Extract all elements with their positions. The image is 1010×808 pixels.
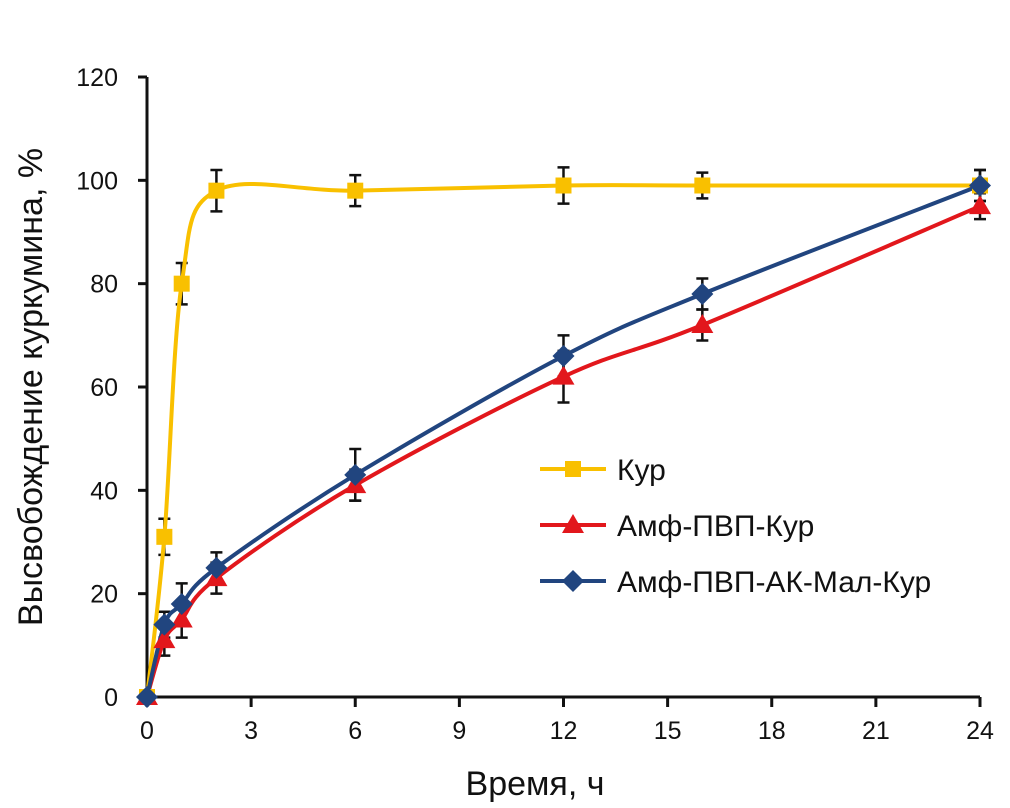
data-point (344, 463, 367, 486)
x-tick-label: 15 (654, 717, 682, 745)
series-line (145, 183, 981, 698)
axes: 0 20 40 60 80 100 120 0 3 6 9 12 15 18 21 24 (76, 64, 994, 745)
data-point (153, 613, 176, 636)
data-point (969, 174, 991, 197)
data-point (153, 629, 176, 649)
series-lines (145, 181, 981, 698)
legend-marker (565, 461, 581, 477)
series-markers (136, 174, 991, 708)
legend-marker (562, 514, 584, 533)
y-axis-title: Высвобождение куркумина, % (12, 148, 50, 626)
x-tick-label: 24 (966, 717, 994, 745)
data-point (170, 608, 193, 628)
y-tick-label: 60 (90, 374, 118, 402)
data-point (552, 345, 575, 367)
legend: Кур Амф-ПВП-Кур Амф-ПВП-АК-Мал-Кур (540, 454, 931, 599)
y-tick-label: 20 (90, 581, 118, 609)
y-tick-label: 100 (76, 167, 118, 195)
data-point (347, 182, 364, 199)
data-point (969, 195, 991, 215)
y-tick-label: 0 (104, 684, 118, 712)
data-point (205, 556, 228, 579)
data-point (694, 177, 711, 194)
data-point (552, 365, 575, 385)
data-point (691, 283, 714, 305)
data-point (208, 182, 225, 199)
data-point (173, 275, 190, 292)
legend-label: Кур (617, 454, 666, 487)
x-tick-label: 18 (758, 717, 786, 745)
x-tick-label: 12 (550, 717, 578, 745)
data-point (156, 528, 173, 545)
data-point (136, 686, 158, 708)
series-line (145, 204, 981, 698)
x-tick-label: 3 (244, 717, 258, 745)
data-point (691, 314, 714, 333)
data-point (555, 177, 572, 194)
x-tick-label: 0 (140, 717, 154, 745)
y-tick-label: 40 (90, 477, 118, 505)
x-tick-label: 9 (452, 717, 466, 745)
x-tick-label: 6 (348, 717, 362, 745)
x-axis-title: Время, ч (466, 765, 605, 803)
data-point (170, 593, 193, 615)
legend-label: Амф-ПВП-Кур (617, 510, 814, 543)
x-tick-label: 21 (862, 717, 890, 745)
legend-label: Амф-ПВП-АК-Мал-Кур (617, 566, 931, 599)
legend-marker (562, 570, 584, 592)
y-tick-label: 120 (76, 64, 118, 92)
y-tick-label: 80 (90, 271, 118, 299)
